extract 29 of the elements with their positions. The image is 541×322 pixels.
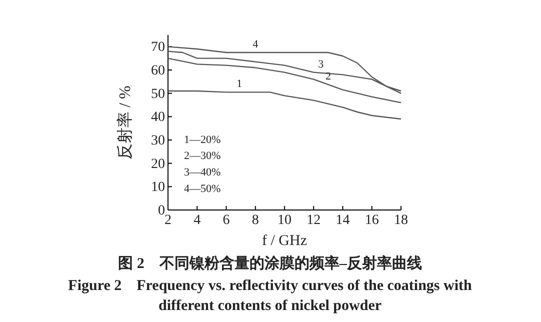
y-tick-label: 10: [151, 180, 165, 196]
y-tick-label: 60: [151, 63, 165, 78]
x-tick-label: 14: [336, 212, 350, 228]
annotation: 2: [325, 70, 331, 82]
annotation: 2—30%: [184, 150, 221, 162]
y-tick-label: 30: [151, 133, 165, 148]
y-tick-label: 0: [158, 203, 165, 218]
x-tick-label: 8: [252, 212, 259, 228]
x-tick-label: 16: [364, 212, 379, 228]
y-axis-title: 反射率 / %: [116, 86, 134, 160]
x-tick-label: 18: [394, 212, 408, 228]
y-tick-label: 50: [151, 86, 165, 102]
x-tick-label: 10: [278, 212, 292, 228]
x-tick-label: 6: [222, 212, 230, 228]
annotation: 1—20%: [184, 134, 221, 146]
x-tick-label: 2: [164, 212, 172, 228]
annotation: 3: [318, 58, 324, 70]
x-tick-label: 4: [194, 212, 201, 228]
x-tick-label: 12: [306, 212, 321, 228]
annotation: 3—40%: [184, 166, 221, 178]
y-tick-label: 20: [151, 156, 165, 172]
annotation: 4: [252, 38, 259, 50]
y-tick-label: 70: [151, 40, 165, 56]
x-axis-title: f / GHz: [262, 233, 308, 249]
annotation: 4—50%: [184, 182, 221, 195]
y-tick-label: 40: [151, 110, 165, 126]
text: Figure 2 Frequency vs. reflectivity curves of the coatings with different contents of nickel powder: [68, 278, 472, 314]
annotation: 1: [236, 78, 242, 90]
text: 图 2 不同镍粉含量的涂膜的频率–反射率曲线: [118, 254, 422, 272]
